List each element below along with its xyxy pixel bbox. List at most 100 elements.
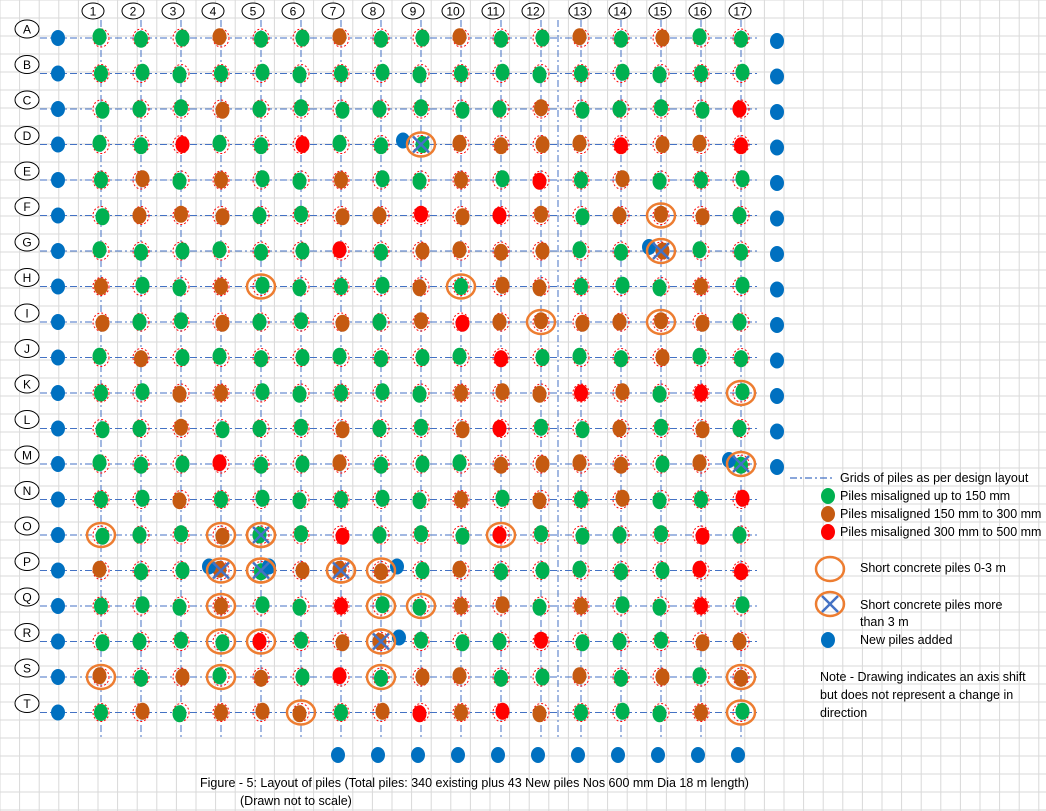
pile-D8 (372, 135, 390, 155)
legend-red-label: Piles misaligned 300 mm to 500 mm (840, 525, 1042, 539)
svg-text:12: 12 (526, 5, 540, 19)
pile-J15 (652, 348, 670, 367)
new-pile (51, 65, 65, 82)
row-label-L: L (14, 410, 40, 429)
pile-B14 (612, 63, 630, 83)
pile-B13 (572, 64, 590, 83)
pile-C13 (572, 99, 590, 119)
new-pile (331, 747, 345, 763)
column-label-5: 5 (241, 2, 265, 20)
pile-D14 (612, 135, 630, 155)
pile-O13 (572, 525, 590, 545)
pile-D13 (572, 134, 590, 154)
pile-R1 (92, 632, 110, 652)
new-pile (51, 633, 65, 650)
pile-Q6 (292, 596, 310, 616)
pile-R9 (412, 631, 430, 651)
pile-O7 (332, 525, 350, 545)
pile-D12 (532, 135, 550, 154)
pile-E14 (612, 170, 630, 190)
pile-P13 (572, 560, 590, 580)
legend-short-over-3-label-1: Short concrete piles more (860, 598, 1003, 612)
pile-O4 (212, 525, 230, 545)
pile-O17 (732, 525, 750, 545)
pile-M12 (532, 454, 550, 474)
row-label-M: M (14, 445, 40, 465)
pile-B7 (332, 64, 350, 83)
short-pile-ring (85, 663, 117, 691)
pile-I13 (572, 312, 590, 332)
pile-M5 (252, 454, 270, 474)
svg-text:R: R (23, 626, 32, 640)
new-pile (651, 747, 665, 763)
new-pile (51, 491, 65, 508)
pile-L12 (532, 418, 550, 438)
pile-E2 (132, 170, 150, 190)
pile-Q8 (372, 596, 390, 616)
pile-I2 (132, 312, 150, 332)
pile-S15 (652, 667, 670, 687)
pile-L7 (332, 419, 350, 439)
column-label-13: 13 (568, 2, 592, 20)
new-pile (51, 207, 65, 224)
pile-J6 (292, 348, 310, 367)
short-pile-cross (325, 557, 357, 584)
svg-text:9: 9 (410, 5, 417, 19)
column-label-10: 10 (441, 2, 465, 20)
pile-E3 (172, 170, 190, 190)
pile-I4 (212, 312, 230, 332)
pile-K2 (132, 383, 150, 403)
pile-O2 (132, 525, 150, 545)
row-labels: A B C D E F G H I J K L M N O P Q R S T (14, 19, 40, 713)
pile-H17 (732, 276, 750, 296)
pile-D7 (332, 134, 350, 154)
legend-symbols (790, 477, 846, 648)
svg-text:P: P (23, 555, 31, 569)
row-label-N: N (14, 481, 40, 500)
pile-Q5 (252, 596, 270, 616)
pile-E16 (692, 170, 710, 190)
pile-F9 (412, 205, 430, 225)
pile-F13 (572, 206, 590, 226)
pile-G14 (612, 241, 630, 261)
pile-C14 (612, 99, 630, 119)
pile-S9 (412, 667, 430, 687)
new-pile (51, 278, 65, 295)
pile-D15 (652, 135, 670, 154)
pile-G16 (692, 241, 710, 261)
pile-B15 (652, 64, 670, 84)
pile-F16 (692, 206, 710, 226)
column-label-6: 6 (281, 2, 305, 20)
pile-S2 (132, 667, 150, 687)
pile-O8 (372, 525, 390, 545)
row-label-S: S (14, 658, 40, 678)
pile-S6 (292, 667, 310, 687)
pile-O15 (652, 525, 670, 545)
pile-P1 (92, 560, 110, 580)
pile-Q17 (732, 596, 750, 616)
pile-B2 (132, 63, 150, 83)
pile-I6 (292, 312, 310, 332)
pile-M3 (172, 454, 190, 474)
pile-L14 (612, 419, 630, 438)
column-label-14: 14 (608, 2, 632, 20)
svg-text:A: A (23, 23, 31, 37)
column-label-7: 7 (321, 2, 345, 20)
pile-D16 (692, 134, 710, 154)
pile-J1 (92, 347, 110, 367)
short-pile-cross (205, 557, 237, 584)
pile-E8 (372, 170, 390, 190)
pile-T10 (452, 703, 470, 722)
pile-R15 (652, 631, 670, 651)
pile-H8 (372, 276, 390, 296)
svg-text:I: I (25, 307, 28, 321)
new-pile (571, 747, 585, 763)
new-pile (390, 558, 404, 575)
new-pile (770, 459, 784, 475)
pile-K1 (92, 383, 110, 403)
pile-F2 (132, 206, 150, 225)
short-pile-ring (205, 628, 237, 655)
pile-Q9 (412, 596, 430, 616)
pile-Q16 (692, 596, 710, 616)
legend-orange-label: Piles misaligned 150 mm to 300 mm (840, 507, 1042, 521)
